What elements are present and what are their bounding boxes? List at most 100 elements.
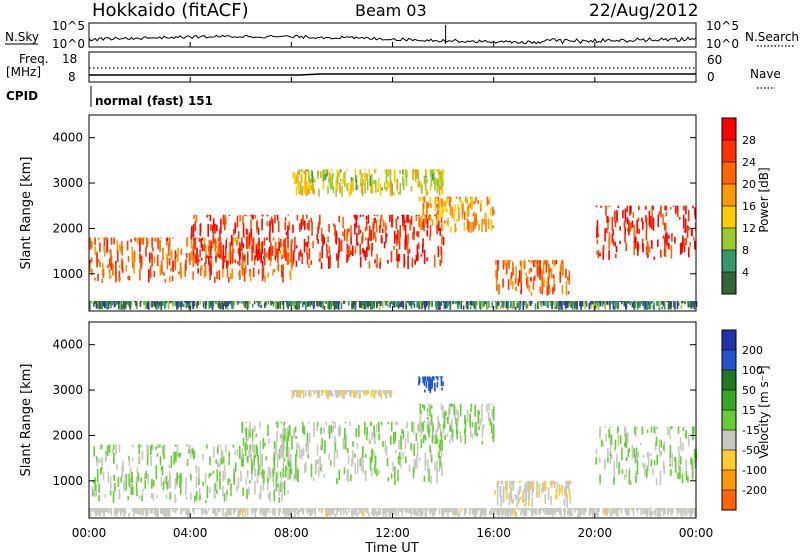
echo-cell [386,233,388,237]
echo-cell [294,426,297,433]
echo-cell [436,469,438,484]
echo-cell [375,236,377,243]
echo-cell [365,433,368,441]
echo-cell [670,245,673,259]
echo-cell [356,301,358,302]
echo-cell [480,406,483,413]
echo-cell [345,434,348,445]
echo-cell [94,301,96,304]
echo-cell [259,471,262,475]
echo-cell [689,508,692,509]
echo-cell [646,508,648,517]
echo-cell [94,477,96,491]
echo-cell [163,272,165,276]
echo-cell [297,173,299,188]
echo-cell [249,270,252,282]
echo-cell [359,230,362,234]
echo-cell [496,265,499,280]
echo-cell [274,486,277,492]
echo-cell [433,254,436,268]
echo-cell [485,211,487,218]
echo-cell [552,508,554,514]
echo-cell [222,214,225,225]
echo-cell [102,269,105,279]
echo-cell [405,214,408,223]
echo-cell [242,508,244,517]
echo-cell [259,508,262,512]
echo-cell [287,252,290,265]
echo-cell [667,301,670,302]
echo-cell [649,301,651,302]
echo-cell [266,477,269,491]
echo-cell [612,239,615,246]
echo-cell [362,446,364,458]
echo-cell [316,425,318,431]
echo-cell [403,219,405,231]
echo-cell [506,260,509,267]
echo-cell [351,303,353,307]
echo-cell [273,508,275,510]
echo-cell [140,508,142,509]
echo-cell [396,251,398,262]
echo-cell [177,247,179,262]
echo-cell [692,508,694,514]
echo-cell [106,301,108,307]
echo-cell [645,508,647,510]
echo-cell [656,301,658,306]
echo-cell [477,200,480,205]
echo-cell [607,216,609,230]
echo-cell [636,454,639,466]
echo-cell [440,376,443,387]
echo-cell [120,301,123,302]
echo-cell [217,301,220,307]
echo-cell [525,277,528,286]
echo-cell [417,180,419,185]
echo-cell [540,508,543,511]
echo-cell [137,508,140,509]
echo-cell [650,426,653,433]
echo-cell [293,390,296,393]
echo-cell [431,435,434,444]
echo-cell [151,444,153,451]
echo-cell [280,238,282,248]
echo-cell [95,484,98,496]
echo-cell [467,210,470,215]
echo-cell [459,403,462,417]
echo-cell [362,214,364,217]
echo-cell [369,301,372,308]
echo-cell [223,464,226,472]
echo-cell [613,469,616,481]
echo-cell [331,393,334,397]
echo-cell [530,508,533,513]
echo-cell [346,230,348,242]
colorbar-swatch [722,450,736,471]
echo-cell [424,436,427,441]
echo-cell [624,508,626,513]
echo-cell [642,464,645,469]
echo-cell [225,239,228,249]
echo-cell [354,463,356,475]
echo-cell [365,390,368,396]
echo-cell [303,238,306,253]
echo-cell [130,301,133,306]
echo-cell [277,508,280,514]
echo-cell [145,301,148,309]
echo-cell [218,246,221,259]
echo-cell [288,432,290,436]
echo-cell [216,508,219,513]
echo-cell [285,249,287,262]
echo-cell [665,233,667,248]
echo-cell [341,391,344,399]
echo-cell [573,302,576,309]
echo-cell [318,192,320,197]
echo-cell [410,443,412,451]
colorbar-swatch [722,410,736,431]
echo-cell [98,459,101,464]
echo-cell [491,301,494,309]
echo-cell [663,301,666,302]
echo-cell [555,495,557,500]
echo-cell [306,253,309,265]
echo-cell [234,508,236,513]
echo-cell [313,423,315,438]
echo-cell [498,301,500,306]
